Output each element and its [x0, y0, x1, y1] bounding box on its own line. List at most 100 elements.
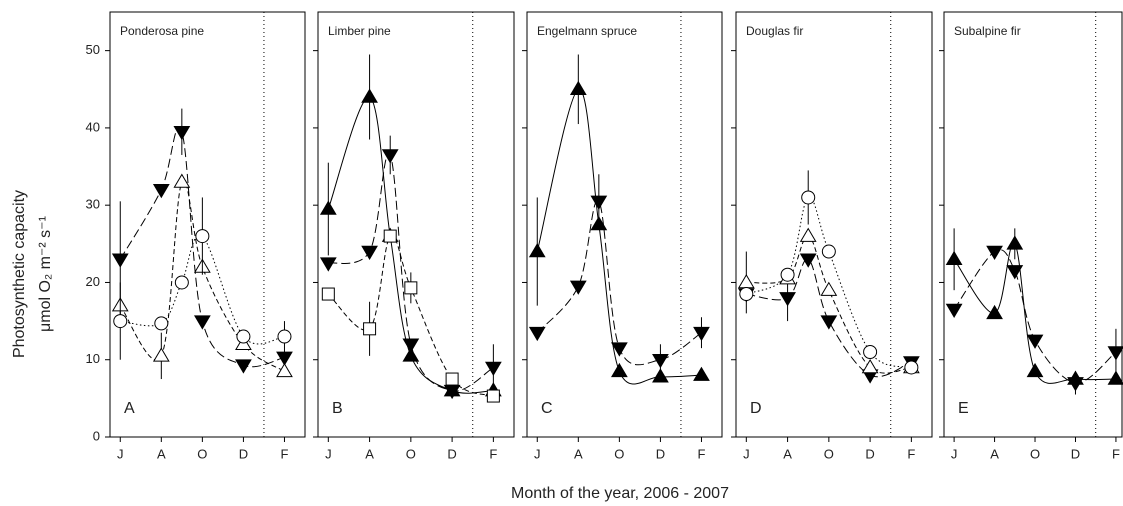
x-tick-label: O [614, 446, 624, 461]
marker [945, 303, 963, 318]
y-tick-label: 0 [93, 428, 100, 443]
x-tick-label: A [157, 446, 166, 461]
marker [154, 316, 169, 331]
marker [1026, 334, 1044, 349]
marker [801, 190, 816, 205]
panel-title: Limber pine [328, 24, 391, 38]
marker [863, 345, 878, 359]
marker [193, 315, 211, 330]
panel-title: Douglas fir [746, 24, 803, 38]
x-tick-label: F [489, 446, 497, 461]
marker [402, 347, 420, 362]
panel-frame [317, 11, 515, 438]
marker [383, 229, 397, 243]
marker [174, 275, 189, 290]
x-tick-label: F [1112, 446, 1120, 461]
x-tick-label: J [951, 446, 958, 461]
marker [319, 200, 337, 215]
marker [693, 326, 710, 342]
marker [528, 326, 546, 342]
y-tick-label: 40 [86, 119, 100, 134]
x-axis-label: Month of the year, 2006 - 2007 [511, 485, 729, 502]
marker [235, 359, 252, 374]
panel-frame [109, 11, 306, 438]
x-tick-label: O [406, 446, 416, 461]
marker [277, 329, 292, 344]
marker [799, 253, 817, 268]
marker [319, 257, 337, 272]
panel-label: D [750, 400, 762, 417]
marker [152, 347, 170, 362]
marker [1067, 377, 1084, 392]
panel-frame [526, 11, 723, 438]
marker [569, 80, 587, 96]
marker [652, 353, 669, 369]
marker [821, 244, 836, 259]
y-tick-label: 30 [86, 197, 100, 212]
panel-label: E [958, 400, 969, 417]
marker [445, 372, 459, 386]
marker [484, 361, 502, 376]
marker [610, 342, 628, 357]
marker [236, 329, 251, 344]
marker [986, 304, 1003, 320]
y-tick-label: 50 [86, 42, 100, 57]
x-tick-label: F [697, 446, 705, 461]
marker [693, 366, 710, 381]
marker [904, 360, 919, 375]
series-line [536, 88, 702, 385]
marker [799, 227, 817, 242]
x-tick-label: A [574, 446, 583, 461]
series-line [536, 199, 702, 366]
marker [111, 253, 129, 268]
panel-title: Ponderosa pine [120, 24, 204, 38]
marker [861, 358, 879, 374]
panel-label: B [332, 400, 343, 417]
x-tick-label: A [990, 446, 999, 461]
panel-title: Engelmann spruce [537, 24, 637, 38]
x-tick-label: O [197, 446, 207, 461]
marker [113, 314, 128, 329]
x-tick-label: D [1071, 446, 1080, 461]
marker [1107, 346, 1123, 361]
marker [739, 287, 754, 302]
marker [945, 250, 963, 266]
marker [610, 362, 628, 378]
y-tick-label: 10 [86, 351, 100, 366]
marker [1026, 362, 1044, 378]
x-tick-label: D [656, 446, 665, 461]
marker [486, 389, 500, 403]
panel-title: Subalpine fir [954, 24, 1021, 38]
marker [569, 280, 587, 295]
x-tick-label: D [239, 446, 248, 461]
marker [590, 195, 608, 210]
x-tick-label: A [365, 446, 374, 461]
y-tick-label: 20 [86, 274, 100, 289]
marker [361, 245, 378, 261]
marker [652, 368, 669, 383]
x-tick-label: O [1030, 446, 1040, 461]
marker [361, 88, 378, 103]
panel-frame [735, 11, 933, 438]
x-tick-label: J [743, 446, 750, 461]
marker [986, 245, 1003, 261]
y-axis-unit: μmol O₂ m⁻² s⁻¹ [37, 216, 54, 332]
x-tick-label: D [447, 446, 456, 461]
x-tick-label: D [865, 446, 874, 461]
marker [381, 149, 399, 164]
marker [820, 315, 838, 330]
marker [276, 362, 293, 378]
panel-label: A [124, 400, 135, 417]
marker [195, 229, 210, 244]
marker [363, 322, 377, 336]
marker [152, 183, 170, 199]
x-tick-label: J [117, 446, 124, 461]
marker [780, 267, 795, 282]
marker [173, 126, 191, 141]
marker [528, 243, 546, 258]
x-tick-label: F [907, 446, 915, 461]
marker [321, 287, 335, 301]
marker [402, 338, 420, 353]
series-line [327, 234, 494, 397]
